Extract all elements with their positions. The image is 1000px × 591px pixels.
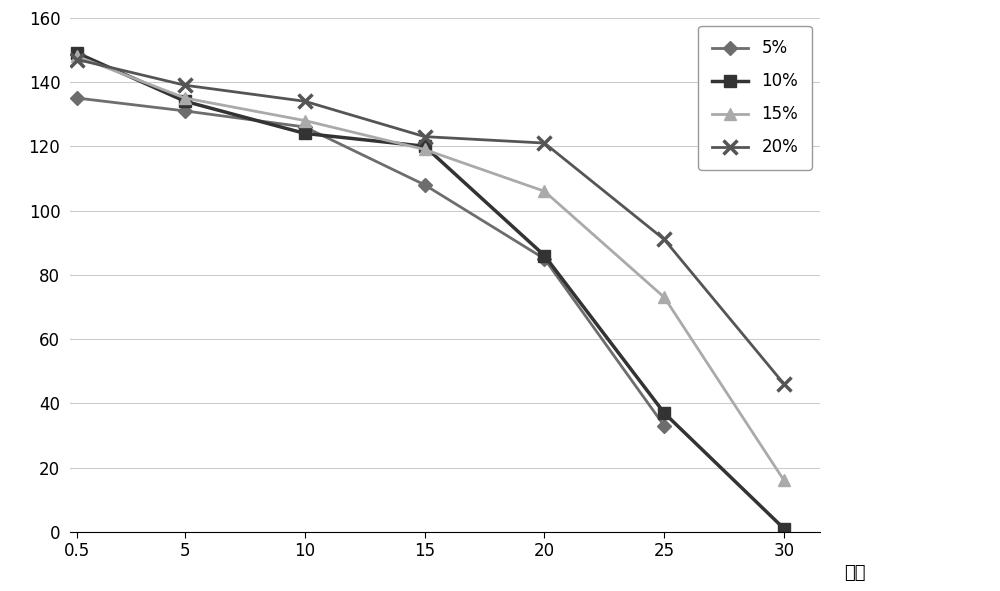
10% [179, 98, 191, 105]
Legend: 5%, 10%, 15%, 20%: 5%, 10%, 15%, 20% [698, 26, 812, 170]
Line: 15%: 15% [71, 50, 790, 487]
15% [179, 95, 191, 102]
Line: 5%: 5% [72, 93, 669, 431]
15% [538, 188, 550, 195]
Line: 20%: 20% [70, 53, 791, 391]
20% [71, 56, 83, 63]
5% [419, 181, 431, 189]
10% [299, 130, 311, 137]
10% [538, 252, 550, 259]
20% [538, 139, 550, 147]
15% [658, 294, 670, 301]
15% [778, 477, 790, 484]
10% [71, 50, 83, 57]
15% [71, 53, 83, 60]
15% [419, 146, 431, 153]
5% [658, 423, 670, 430]
5% [179, 108, 191, 115]
20% [778, 381, 790, 388]
15% [299, 117, 311, 124]
5% [538, 255, 550, 262]
10% [778, 525, 790, 532]
10% [658, 410, 670, 417]
5% [71, 95, 83, 102]
5% [299, 124, 311, 131]
Line: 10%: 10% [71, 47, 790, 535]
20% [419, 133, 431, 140]
20% [299, 98, 311, 105]
10% [419, 143, 431, 150]
20% [658, 236, 670, 243]
20% [179, 82, 191, 89]
Text: 分钟: 分钟 [844, 564, 865, 582]
